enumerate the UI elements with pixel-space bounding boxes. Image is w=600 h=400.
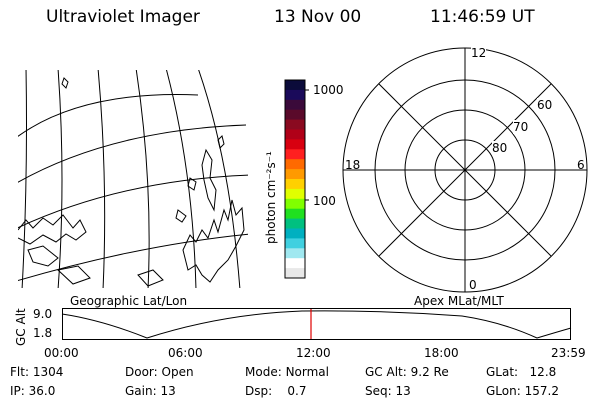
- door-info: Door: Open: [125, 365, 194, 379]
- map-coastline: [56, 265, 91, 285]
- timeline-xtick: 06:00: [168, 346, 203, 360]
- ip-value: 36.0: [28, 384, 56, 398]
- timeline-ylabel: GC Alt: [14, 308, 28, 346]
- map-longitude-line: [198, 70, 241, 288]
- geographic-map: [18, 70, 248, 288]
- gc-alt-info: GC Alt: 9.2 Re: [365, 365, 449, 379]
- map-coastline: [27, 245, 59, 267]
- colorbar-tick-label: 100: [313, 194, 336, 208]
- polar-caption: Apex MLat/MLT: [414, 294, 504, 308]
- glon-info: GLon: 157.2: [486, 384, 559, 398]
- colorbar-swatch: [285, 89, 305, 101]
- map-latitude-line: [18, 124, 247, 183]
- mlt-label-midnight: 0: [469, 278, 477, 292]
- colorbar-swatch: [285, 238, 305, 249]
- map-coastline: [187, 177, 197, 191]
- colorbar-swatch: [285, 159, 305, 170]
- mlat-label: 70: [513, 120, 529, 134]
- door-value: Open: [161, 365, 194, 379]
- timeline-ytick: 9.0: [33, 307, 53, 321]
- map-longitude-line: [135, 70, 150, 288]
- orbit-altitude-curve: [61, 310, 572, 339]
- altitude-timeline: [61, 308, 572, 340]
- colorbar-swatch: [285, 218, 305, 229]
- colorbar-swatch: [285, 188, 305, 200]
- mlt-label-dusk: 18: [345, 158, 361, 172]
- colorbar-swatch: [285, 169, 305, 180]
- colorbar-swatch: [285, 149, 305, 160]
- map-latitude-line: [18, 233, 248, 282]
- colorbar-swatch: [285, 258, 305, 269]
- seq-value: 13: [395, 384, 411, 398]
- ip-info: IP: 36.0: [10, 384, 56, 398]
- map-longitude-line: [21, 70, 27, 288]
- timeline-xtick: 00:00: [44, 346, 79, 360]
- map-coastline: [182, 199, 245, 283]
- colorbar-swatch: [285, 139, 305, 150]
- mlt-label-noon: 12: [471, 46, 487, 60]
- colorbar-swatch: [285, 80, 305, 91]
- map-coastline: [175, 209, 187, 223]
- map-coastline: [217, 135, 225, 149]
- instrument-title: Ultraviolet Imager: [46, 7, 200, 27]
- gain-info: Gain: 13: [125, 384, 176, 398]
- map-coastline: [18, 214, 87, 245]
- glat-info: GLat: 12.8: [486, 365, 557, 379]
- timeline-xtick: 18:00: [424, 346, 459, 360]
- timeline-xtick: 12:00: [296, 346, 331, 360]
- map-latitude-line: [18, 94, 199, 138]
- dsp-value: 0.7: [287, 384, 307, 398]
- map-coastline: [137, 269, 164, 287]
- image-time: 11:46:59 UT: [430, 7, 535, 27]
- polar-axis-line: [378, 83, 552, 257]
- colorbar-swatch: [285, 109, 305, 121]
- polar-plot: [342, 47, 588, 293]
- map-longitude-line: [97, 70, 106, 288]
- map-longitude-line: [57, 70, 63, 288]
- colorbar-swatch: [285, 179, 305, 190]
- timeline-ytick: 1.8: [33, 326, 53, 340]
- seq-info: Seq: 13: [365, 384, 411, 398]
- map-latitude-line: [18, 174, 248, 229]
- timeline-xtick: 23:59: [551, 346, 586, 360]
- map-caption: Geographic Lat/Lon: [70, 294, 188, 308]
- map-coastline: [201, 148, 217, 212]
- gain-value: 13: [160, 384, 176, 398]
- colorbar-swatch: [285, 129, 305, 140]
- intensity-color-bar: [284, 79, 309, 279]
- map-longitude-line: [165, 70, 197, 288]
- mode-value: Normal: [285, 365, 329, 379]
- colorbar-swatch: [285, 198, 305, 210]
- gc-alt-value: 9.2 Re: [410, 365, 449, 379]
- colorbar-swatch: [285, 119, 305, 130]
- colorbar-tick-label: 1000: [313, 83, 344, 97]
- flight-info: Flt: 1304: [10, 365, 64, 379]
- glat-value: 12.8: [529, 365, 557, 379]
- colorbar-swatch: [285, 228, 305, 239]
- colorbar-swatch: [285, 208, 305, 220]
- colorbar-swatch: [285, 268, 305, 279]
- glon-value: 157.2: [524, 384, 559, 398]
- mode-info: Mode: Normal: [245, 365, 329, 379]
- colorbar-unit-label: photon cm⁻²s⁻¹: [264, 151, 278, 244]
- mlat-label: 80: [492, 141, 508, 155]
- colorbar-swatch: [285, 99, 305, 111]
- map-coastline: [61, 77, 69, 89]
- colorbar-swatch: [285, 248, 305, 259]
- flight-value: 1304: [32, 365, 64, 379]
- dsp-info: Dsp: 0.7: [245, 384, 307, 398]
- mlat-label: 60: [537, 98, 553, 112]
- image-date: 13 Nov 00: [274, 7, 362, 27]
- mlt-label-dawn: 6: [577, 158, 585, 172]
